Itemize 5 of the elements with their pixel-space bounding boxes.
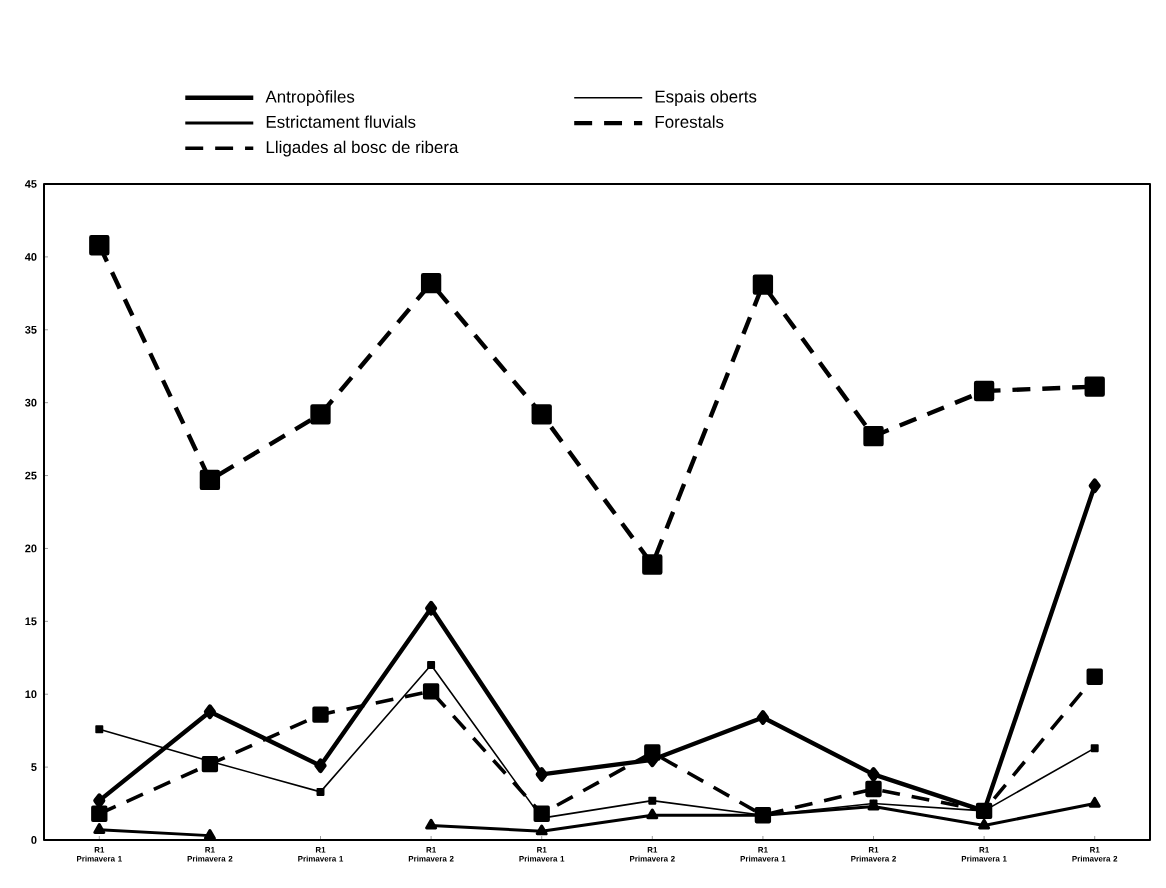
legend-label: Forestals xyxy=(655,115,724,128)
legend-label: Espais oberts xyxy=(655,90,757,106)
legend-label: Estrictament fluvials xyxy=(266,115,416,128)
legend-label: Antropòfiles xyxy=(265,90,355,107)
legend-label: Lligades al bosc de ribera xyxy=(266,140,459,157)
